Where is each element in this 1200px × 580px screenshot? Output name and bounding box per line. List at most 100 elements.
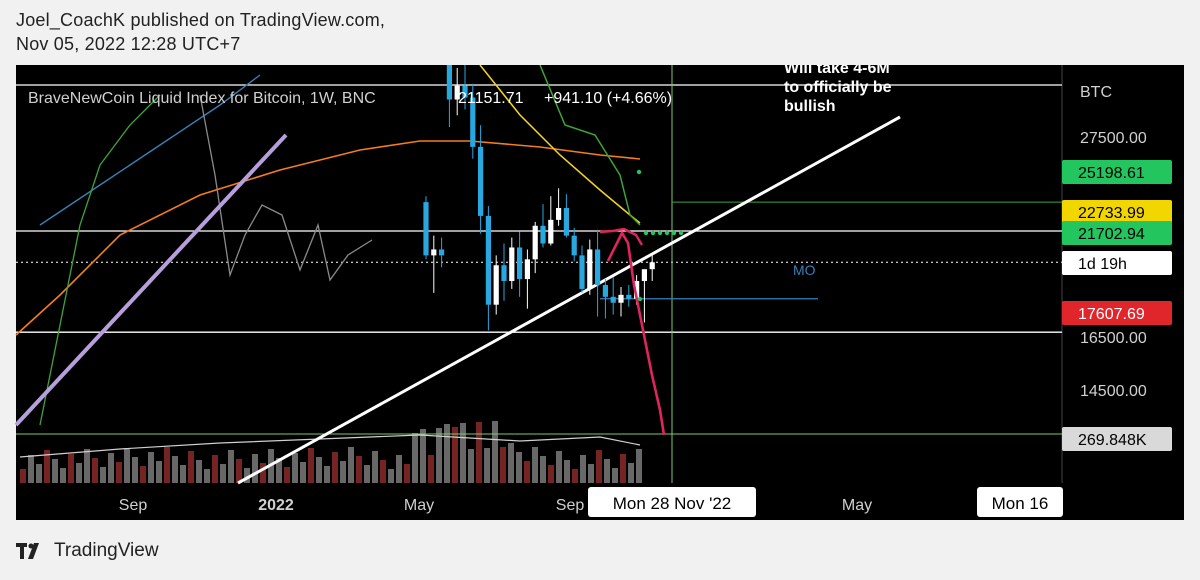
volume-bar bbox=[468, 449, 474, 483]
volume-bar bbox=[428, 455, 434, 483]
volume-bar bbox=[180, 465, 186, 483]
candle-body bbox=[649, 262, 655, 270]
volume-bar bbox=[124, 448, 130, 483]
price-label-bg bbox=[1062, 200, 1172, 224]
x-tick-label: Sep bbox=[556, 497, 585, 514]
volume-bar bbox=[324, 466, 330, 483]
volume-bar bbox=[28, 455, 34, 483]
volume-bar bbox=[116, 462, 122, 483]
x-highlight-right-bg bbox=[977, 487, 1063, 517]
volume-bar bbox=[612, 468, 618, 483]
candle-body bbox=[423, 202, 429, 256]
volume-bar bbox=[516, 452, 522, 483]
candle-body bbox=[509, 247, 515, 282]
volume-bar bbox=[20, 469, 26, 483]
volume-bar bbox=[108, 453, 114, 483]
candle-body bbox=[431, 249, 437, 256]
ma-green-line bbox=[539, 65, 641, 226]
volume-bar bbox=[452, 427, 458, 483]
candle-body bbox=[610, 296, 616, 303]
volume-bar bbox=[388, 469, 394, 483]
x-highlight-label: Mon 28 Nov '22 bbox=[613, 494, 732, 513]
pink-drawing-top bbox=[599, 227, 644, 246]
symbol-line: BraveNewCoin Liquid Index for Bitcoin, 1… bbox=[28, 90, 376, 107]
candle-body bbox=[462, 85, 468, 98]
volume-bar bbox=[36, 464, 42, 483]
volume-bar bbox=[380, 460, 386, 483]
volume-bar bbox=[196, 460, 202, 483]
volume-bar bbox=[436, 428, 442, 483]
signal-dot bbox=[643, 230, 649, 236]
price-label: 22733.99 bbox=[1078, 205, 1145, 222]
volume-bar bbox=[204, 469, 210, 483]
volume-bar bbox=[404, 464, 410, 483]
candle-body bbox=[524, 259, 530, 280]
annotation-line-2: to officially be bbox=[784, 79, 892, 96]
annotation-line-1: Will take 4-6M bbox=[784, 65, 890, 77]
volume-bar bbox=[100, 467, 106, 483]
last-price: 21151.71 bbox=[458, 90, 524, 107]
volume-bar bbox=[44, 450, 50, 483]
candle-body bbox=[634, 281, 640, 299]
candle-body bbox=[618, 294, 624, 303]
volume-bar bbox=[92, 458, 98, 483]
candle-body bbox=[540, 225, 546, 244]
volume-bar bbox=[284, 467, 290, 483]
volume-bar bbox=[548, 465, 554, 483]
candle-body bbox=[517, 247, 523, 280]
y-tick-label: 27500.00 bbox=[1080, 130, 1147, 147]
price-label-bg bbox=[1062, 301, 1172, 325]
volume-bar bbox=[500, 447, 506, 483]
volume-bar bbox=[508, 443, 514, 483]
volume-bar bbox=[588, 464, 594, 483]
ma-green-left-line bbox=[39, 94, 161, 426]
volume-bar bbox=[244, 468, 250, 483]
volume-bar bbox=[140, 466, 146, 483]
volume-bar bbox=[188, 451, 194, 483]
publish-date: Nov 05, 2022 12:28 UTC+7 bbox=[16, 34, 241, 54]
volume-bar bbox=[68, 454, 74, 483]
volume-bar bbox=[220, 464, 226, 483]
volume-bar bbox=[308, 448, 314, 483]
price-label: 1d 19h bbox=[1078, 256, 1127, 273]
volume-bar bbox=[372, 451, 378, 483]
candle-body bbox=[532, 225, 538, 260]
candle-body bbox=[439, 249, 445, 256]
signal-dot bbox=[678, 230, 684, 236]
volume-bar bbox=[620, 454, 626, 483]
price-change: +941.10 (+4.66%) bbox=[544, 90, 672, 107]
volume-bar bbox=[316, 457, 322, 483]
volume-bar bbox=[636, 449, 642, 483]
ma-blue-line bbox=[39, 74, 261, 226]
volume-bar bbox=[52, 459, 58, 483]
price-chart: 27500.00 16500.00 14500.00 25198.61 22733.99… bbox=[0, 65, 1200, 520]
volume-bar bbox=[492, 421, 498, 483]
volume-bar bbox=[524, 461, 530, 483]
volume-bar bbox=[252, 454, 258, 483]
volume-bar bbox=[292, 453, 298, 483]
volume-bar bbox=[148, 452, 154, 483]
mo-label: MO bbox=[793, 262, 816, 278]
signal-dot bbox=[657, 230, 663, 236]
candle-body bbox=[626, 294, 632, 299]
pink-projection-line bbox=[606, 230, 666, 436]
volume-bar bbox=[396, 455, 402, 483]
volume-bar bbox=[572, 469, 578, 483]
x-tick-label: Sep bbox=[119, 497, 148, 514]
volume-bar bbox=[332, 452, 338, 483]
volume-bar bbox=[540, 456, 546, 483]
candle-body bbox=[563, 208, 569, 236]
y-tick-label: 16500.00 bbox=[1080, 330, 1147, 347]
x-highlight-bg bbox=[588, 487, 756, 517]
signal-dot bbox=[671, 230, 677, 236]
volume-label: 269.848K bbox=[1078, 432, 1147, 449]
volume-bar bbox=[84, 449, 90, 483]
volume-bar bbox=[364, 465, 370, 483]
volume-label-bg bbox=[1062, 427, 1172, 451]
x-tick-label: May bbox=[404, 497, 434, 514]
price-label-bg bbox=[1062, 160, 1172, 184]
price-label-bg bbox=[1062, 221, 1172, 245]
y-tick-label: 14500.00 bbox=[1080, 383, 1147, 400]
volume-bar bbox=[484, 448, 490, 483]
volume-bar bbox=[356, 456, 362, 483]
